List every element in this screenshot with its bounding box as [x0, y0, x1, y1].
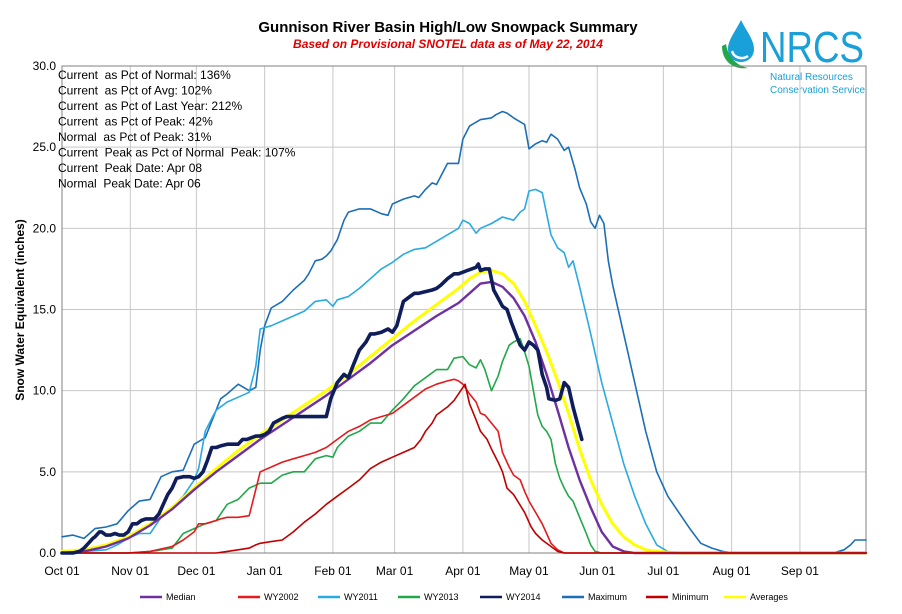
- series-line-minimum: [61, 383, 867, 554]
- axes: 0.0 5.0 10.0 15.0 20.0 25.0 30.0 Oct 01 Nov 01 De…: [33, 59, 867, 578]
- y-axis-label: Snow Water Equivalent (inches): [13, 219, 27, 401]
- legend-label: WY2011: [344, 592, 378, 602]
- y-tick-label: 5.0: [39, 465, 56, 479]
- series-line-wy2011: [61, 188, 867, 554]
- series-line-averages: [60, 269, 868, 555]
- y-tick-label: 30.0: [33, 59, 57, 73]
- x-tick-label: May 01: [509, 564, 549, 578]
- x-tick-label: Sep 01: [781, 564, 819, 578]
- stat-line: Normal Peak Date: Apr 06: [58, 177, 201, 191]
- series-line-wy2014: [60, 262, 584, 555]
- stat-line: Current Peak as Pct of Normal Peak: 107%: [58, 146, 296, 160]
- chart-title: Gunnison River Basin High/Low Snowpack S…: [258, 19, 638, 36]
- chart-subtitle: Based on Provisional SNOTEL data as of M…: [293, 37, 603, 51]
- plot-frame: [61, 65, 867, 554]
- x-tick-label: Feb 01: [314, 564, 352, 578]
- stat-line: Current Peak Date: Apr 08: [58, 161, 202, 175]
- legend-label: Median: [166, 592, 196, 602]
- legend-label: Minimum: [672, 592, 709, 602]
- x-tick-label: Mar 01: [376, 564, 414, 578]
- legend-label: WY2002: [264, 592, 299, 602]
- x-tick-label: Oct 01: [44, 564, 80, 578]
- stat-line: Normal as Pct of Peak: 31%: [58, 130, 212, 144]
- legend: Median WY2002 WY2011 WY2013 WY2014 Maximum Min…: [140, 592, 788, 602]
- x-tick-label: Dec 01: [177, 564, 215, 578]
- x-tick-label: Jul 01: [647, 564, 679, 578]
- series-line-wy2013: [61, 337, 867, 554]
- x-tick-label: Nov 01: [111, 564, 149, 578]
- legend-label: Maximum: [588, 592, 627, 602]
- y-tick-label: 25.0: [33, 140, 57, 154]
- logo-line1: Natural Resources: [770, 72, 853, 83]
- x-tick-label: Aug 01: [713, 564, 751, 578]
- legend-label: Averages: [750, 592, 788, 602]
- x-tick-label: Jun 01: [579, 564, 615, 578]
- logo-text: NRCS: [760, 23, 864, 72]
- y-tick-label: 20.0: [33, 221, 57, 235]
- x-tick-label: Apr 01: [445, 564, 481, 578]
- x-tick-label: Jan 01: [247, 564, 283, 578]
- series-line-wy2002: [61, 378, 867, 554]
- series-line-median: [60, 280, 868, 555]
- legend-label: WY2014: [506, 592, 541, 602]
- legend-label: WY2013: [424, 592, 459, 602]
- grid: [61, 65, 866, 554]
- series-line-maximum: [61, 110, 867, 554]
- stat-line: Current as Pct of Avg: 102%: [58, 84, 212, 98]
- stat-line: Current as Pct of Peak: 42%: [58, 115, 213, 129]
- water-drop-icon: [728, 20, 754, 62]
- logo-line2: Conservation Service: [770, 85, 865, 96]
- stat-line: Current as Pct of Normal: 136%: [58, 68, 231, 82]
- y-tick-label: 0.0: [39, 546, 56, 560]
- leaf-arc-icon: [722, 44, 748, 69]
- stat-line: Current as Pct of Last Year: 212%: [58, 99, 242, 113]
- series-lines: [60, 110, 868, 555]
- y-tick-label: 10.0: [33, 384, 57, 398]
- stats-block: Current as Pct of Normal: 136% Current as…: [58, 68, 296, 191]
- nrcs-logo: NRCS Natural Resources Conservation Serv…: [722, 20, 865, 96]
- y-tick-label: 15.0: [33, 303, 57, 317]
